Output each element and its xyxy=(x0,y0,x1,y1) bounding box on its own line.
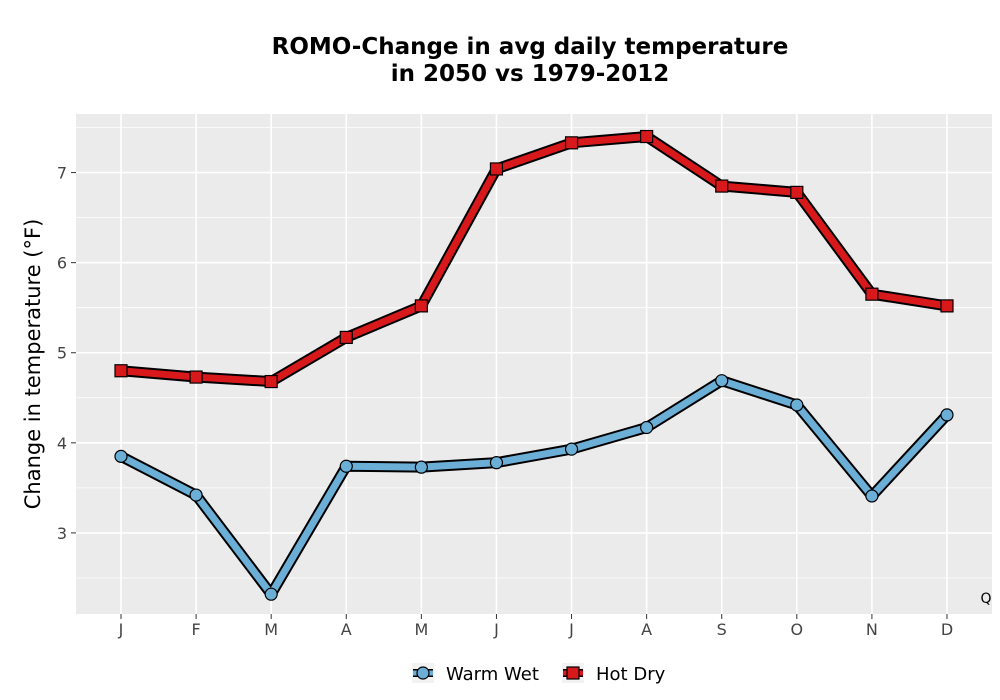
series-line-warm-wet xyxy=(117,377,951,598)
data-point-warm-wet xyxy=(264,587,278,601)
chart-title-line-2: in 2050 vs 1979-2012 xyxy=(391,61,670,87)
legend: Warm Wet Hot Dry xyxy=(412,663,666,685)
x-tick-label: A xyxy=(341,620,352,639)
y-tick-label: 7 xyxy=(57,164,67,183)
data-point-warm-wet xyxy=(489,456,504,470)
data-point-hot-dry xyxy=(189,370,203,384)
series-line-hot-dry xyxy=(117,133,951,386)
data-point-hot-dry xyxy=(940,299,954,313)
x-tick-label: A xyxy=(641,620,652,639)
data-point-hot-dry xyxy=(715,179,729,193)
data-point-warm-wet xyxy=(640,420,654,435)
x-tick-label: N xyxy=(866,620,878,639)
data-point-hot-dry xyxy=(339,330,353,345)
x-tick-label: F xyxy=(191,620,200,639)
x-tick-label: J xyxy=(118,620,124,639)
plot-panel xyxy=(76,114,992,614)
x-tick-label: S xyxy=(717,620,727,639)
data-point-warm-wet xyxy=(339,459,353,473)
data-point-warm-wet xyxy=(564,442,579,456)
x-tick-label: O xyxy=(791,620,804,639)
legend-label-warm-wet: Warm Wet xyxy=(446,664,539,685)
data-point-hot-dry xyxy=(790,185,804,199)
data-point-hot-dry xyxy=(114,364,128,378)
data-point-warm-wet xyxy=(189,488,203,502)
data-point-hot-dry xyxy=(489,162,504,176)
data-point-warm-wet xyxy=(865,489,879,503)
grid-lines xyxy=(76,114,992,614)
x-tick-label: J xyxy=(493,620,499,639)
y-axis-ticks: 3 4 5 6 7 xyxy=(57,164,76,543)
data-point-hot-dry xyxy=(640,129,654,144)
data-point-hot-dry xyxy=(414,299,428,313)
y-tick-label: 5 xyxy=(57,344,67,363)
data-point-hot-dry xyxy=(564,136,579,150)
x-tick-label: M xyxy=(414,620,428,639)
legend-marker-warm-wet xyxy=(416,666,430,680)
data-point-warm-wet xyxy=(790,398,804,412)
y-tick-label: 3 xyxy=(57,524,67,543)
series-layer xyxy=(114,129,954,601)
y-tick-label: 4 xyxy=(57,434,67,453)
x-tick-label: M xyxy=(264,620,278,639)
y-axis-label: Change in temperature (°F) xyxy=(21,219,45,510)
y-tick-label: 6 xyxy=(57,254,67,273)
data-point-warm-wet xyxy=(940,408,954,422)
legend-label-hot-dry: Hot Dry xyxy=(596,664,666,685)
data-point-hot-dry xyxy=(865,287,879,301)
data-point-warm-wet xyxy=(715,374,729,388)
data-point-warm-wet xyxy=(114,449,128,463)
chart-title-line-1: ROMO-Change in avg daily temperature xyxy=(272,34,789,60)
legend-marker-hot-dry xyxy=(566,666,580,680)
x-tick-label: J xyxy=(568,620,574,639)
data-point-warm-wet xyxy=(414,460,428,474)
x-tick-label: D xyxy=(941,620,953,639)
corner-mark: Q xyxy=(980,591,991,607)
data-point-hot-dry xyxy=(264,374,278,389)
